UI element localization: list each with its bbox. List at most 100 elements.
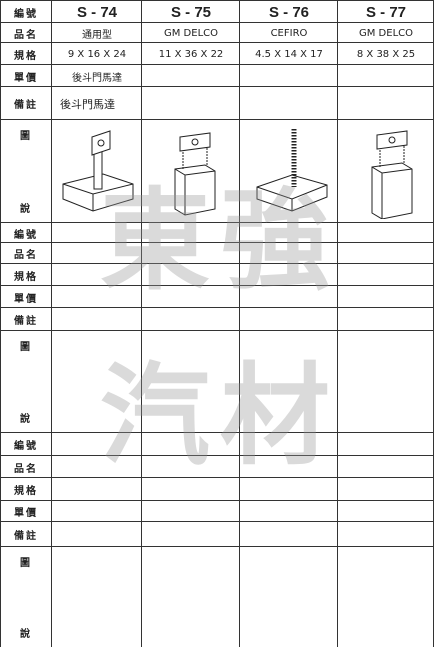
row-label: 編號 bbox=[14, 8, 38, 20]
watermark: 東強 bbox=[100, 177, 340, 305]
table-cell bbox=[0, 243, 52, 264]
table-cell bbox=[52, 547, 142, 647]
table-cell bbox=[240, 65, 338, 87]
table-cell bbox=[142, 286, 240, 308]
table-cell bbox=[240, 43, 338, 65]
figure-label: 圖 bbox=[20, 130, 32, 142]
table-cell bbox=[240, 478, 338, 501]
table-cell bbox=[142, 23, 240, 43]
figure-label: 圖 bbox=[20, 557, 32, 569]
table-cell bbox=[142, 522, 240, 547]
table-cell bbox=[52, 501, 142, 522]
figure-label: 圖 bbox=[20, 341, 32, 353]
cell-text: 後斗門馬達 bbox=[72, 72, 122, 84]
table-cell bbox=[0, 120, 52, 223]
table-cell bbox=[0, 43, 52, 65]
table-cell bbox=[240, 286, 338, 308]
table-cell bbox=[338, 433, 434, 456]
table-cell bbox=[142, 478, 240, 501]
table-cell bbox=[142, 456, 240, 478]
table-cell bbox=[0, 308, 52, 331]
table-cell bbox=[338, 264, 434, 286]
table-cell bbox=[338, 547, 434, 647]
table-cell bbox=[0, 223, 52, 243]
table-cell bbox=[240, 223, 338, 243]
row-label: 品名 bbox=[14, 250, 38, 261]
table-cell bbox=[338, 501, 434, 522]
cell-text: S - 76 bbox=[268, 3, 310, 21]
table-cell bbox=[240, 308, 338, 331]
table-cell bbox=[338, 308, 434, 331]
table-cell bbox=[0, 264, 52, 286]
table-cell bbox=[240, 23, 338, 43]
table-cell bbox=[52, 120, 142, 223]
table-cell bbox=[142, 547, 240, 647]
table-cell bbox=[52, 87, 142, 120]
table-cell bbox=[338, 331, 434, 433]
cell-text: S - 74 bbox=[76, 3, 118, 21]
row-label: 備註 bbox=[14, 531, 38, 542]
table-cell bbox=[142, 243, 240, 264]
table-cell bbox=[142, 120, 240, 223]
table-cell bbox=[338, 456, 434, 478]
table-cell bbox=[0, 23, 52, 43]
row-label: 規格 bbox=[14, 486, 38, 497]
table-cell bbox=[240, 522, 338, 547]
table-cell bbox=[52, 522, 142, 547]
table-cell bbox=[240, 87, 338, 120]
figure-s76 bbox=[256, 129, 328, 212]
row-label: 備註 bbox=[14, 100, 38, 111]
table-cell bbox=[240, 331, 338, 433]
watermark: 汽材 bbox=[100, 352, 340, 480]
cell-text: 後斗門馬達 bbox=[60, 97, 115, 111]
cell-text: 8 X 38 X 25 bbox=[356, 48, 416, 60]
table-cell bbox=[338, 243, 434, 264]
table-cell bbox=[338, 478, 434, 501]
table-cell bbox=[142, 264, 240, 286]
table-cell bbox=[52, 65, 142, 87]
figure-label: 說 bbox=[20, 413, 32, 425]
cell-text: 9 X 16 X 24 bbox=[67, 48, 127, 60]
table-cell bbox=[0, 478, 52, 501]
row-label: 規格 bbox=[14, 271, 38, 283]
table-cell bbox=[52, 264, 142, 286]
cell-text: GM DELCO bbox=[164, 27, 218, 39]
table-cell bbox=[142, 501, 240, 522]
row-label: 編號 bbox=[14, 441, 38, 452]
row-label: 品名 bbox=[14, 29, 38, 41]
table-cell bbox=[0, 456, 52, 478]
table-cell bbox=[142, 1, 240, 23]
table-cell bbox=[0, 522, 52, 547]
row-label: 品名 bbox=[14, 463, 38, 475]
cell-text: 4.5 X 14 X 17 bbox=[255, 48, 323, 60]
figure-s75 bbox=[174, 132, 216, 216]
table-cell bbox=[52, 308, 142, 331]
table-cell bbox=[142, 433, 240, 456]
row-label: 單價 bbox=[14, 293, 38, 305]
table-cell bbox=[0, 547, 52, 647]
table-cell bbox=[240, 120, 338, 223]
table-cell bbox=[52, 331, 142, 433]
table-cell bbox=[0, 65, 52, 87]
row-label: 規格 bbox=[14, 50, 38, 62]
cell-text: S - 77 bbox=[365, 3, 407, 21]
table-cell bbox=[240, 243, 338, 264]
table-cell bbox=[0, 433, 52, 456]
table-cell bbox=[0, 286, 52, 308]
table-cell bbox=[240, 433, 338, 456]
table-cell bbox=[52, 243, 142, 264]
table-cell bbox=[338, 87, 434, 120]
row-label: 單價 bbox=[14, 72, 38, 84]
table-cell bbox=[52, 478, 142, 501]
table-cell bbox=[0, 331, 52, 433]
table-cell bbox=[338, 522, 434, 547]
table-cell bbox=[0, 501, 52, 522]
table-cell bbox=[142, 87, 240, 120]
cell-text: GM DELCO bbox=[359, 27, 413, 39]
table-cell bbox=[52, 286, 142, 308]
row-label: 備註 bbox=[14, 316, 38, 327]
table-cell bbox=[338, 223, 434, 243]
cell-text: 通用型 bbox=[82, 29, 112, 41]
table-cell bbox=[338, 286, 434, 308]
table-cell bbox=[52, 223, 142, 243]
